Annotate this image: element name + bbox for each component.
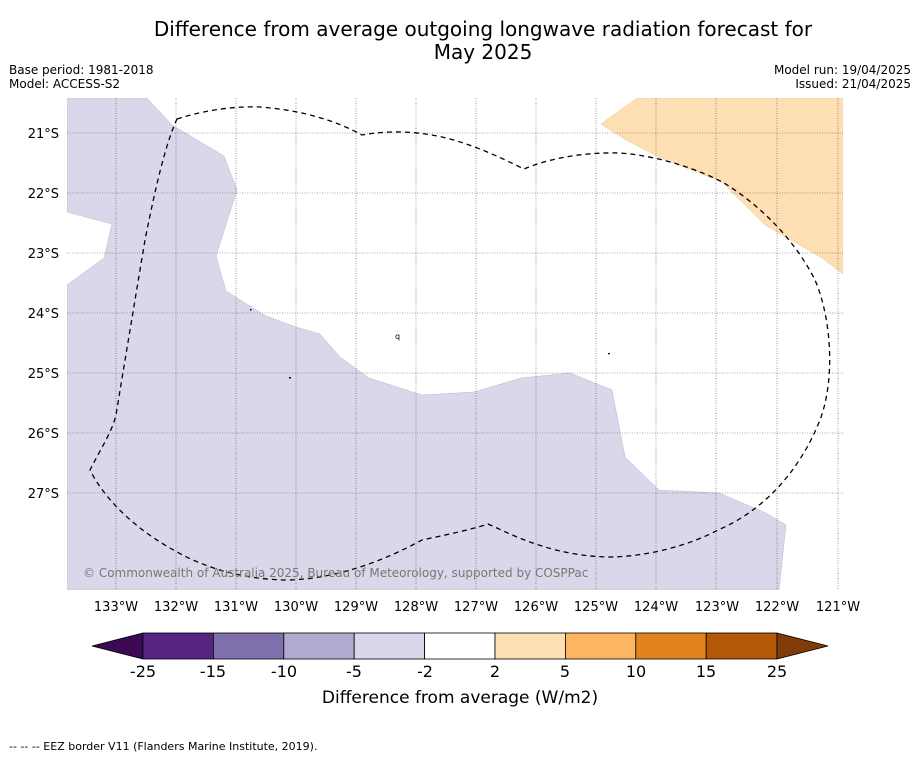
colorbar-segment [212,632,285,660]
colorbar-tick: -15 [200,662,226,681]
island-label: q [395,332,400,341]
copyright-text: © Commonwealth of Australia 2025, Bureau… [83,566,588,580]
colorbar-segment [635,632,707,660]
model-run: Model run: 19/04/2025 [773,63,911,77]
lon-tick-label: 122°W [755,600,799,615]
lat-tick-label: 26°S [28,427,59,442]
left-metadata: Base period: 1981-2018 Model: ACCESS-S2 [9,63,154,91]
title-line-2: May 2025 [433,40,533,64]
colorbar-segment [424,632,496,660]
colorbar-tick: -10 [271,662,297,681]
colorbar-tick-labels: -25 -15 -10 -5 -2 2 5 10 15 25 [130,662,787,681]
lat-tick-label: 23°S [28,247,59,262]
lon-tick-labels: 133°W 132°W 131°W 130°W 129°W 128°W 127°… [94,600,860,615]
lat-tick-label: 22°S [28,187,59,202]
lon-tick-label: 130°W [274,600,318,615]
colorbar-tick: 5 [560,662,570,681]
lon-tick-label: 127°W [454,600,498,615]
colorbar-tick: -5 [346,662,362,681]
colorbar-extend-low [91,632,144,660]
colorbar-segment [565,632,637,660]
colorbar-segment [705,632,778,660]
eez-border [89,106,831,581]
colorbar-label: Difference from average (W/m2) [322,688,598,708]
lat-tick-label: 24°S [28,307,59,322]
lat-gridlines [67,132,843,494]
lon-tick-label: 123°W [695,600,739,615]
colorbar-segment [353,632,426,660]
lon-tick-label: 131°W [214,600,258,615]
colorbar-extend-high [776,632,829,660]
colorbar [91,632,829,660]
map-title: Difference from average outgoing longwav… [60,18,906,64]
lon-tick-label: 129°W [334,600,378,615]
lon-tick-label: 132°W [154,600,198,615]
colorbar-tick: 10 [626,662,646,681]
lat-tick-label: 27°S [28,487,59,502]
colorbar-segment [283,632,355,660]
lon-tick-label: 121°W [816,600,860,615]
lon-tick-label: 125°W [574,600,618,615]
right-metadata: Model run: 19/04/2025 Issued: 21/04/2025 [774,63,911,91]
lon-tick-label: 126°W [514,600,558,615]
lat-tick-labels: 21°S 22°S 23°S 24°S 25°S 26°S 27°S [28,127,59,502]
footer-note: -- -- -- EEZ border V11 (Flanders Marine… [9,740,318,753]
lat-tick-label: 25°S [28,367,59,382]
colorbar-tick: 2 [490,662,500,681]
lat-tick-label: 21°S [28,127,59,142]
lon-gridlines [115,98,839,590]
colorbar-tick: -25 [130,662,156,681]
base-period: Base period: 1981-2018 [9,63,154,77]
colorbar-tick: 15 [696,662,716,681]
colorbar-tick: 25 [767,662,787,681]
anomaly-region-positive [600,98,843,275]
map-area: q © Commonwealth of Australia 2025, Bure… [67,98,843,590]
lon-tick-label: 128°W [394,600,438,615]
lon-tick-label: 133°W [94,600,138,615]
colorbar-segment [142,632,214,660]
anomaly-region-negative [67,98,787,590]
model-name: Model: ACCESS-S2 [9,77,121,91]
issued-date: Issued: 21/04/2025 [795,77,911,91]
island-markers [250,309,610,379]
colorbar-segment [494,632,566,660]
lon-tick-label: 124°W [634,600,678,615]
title-line-1: Difference from average outgoing longwav… [153,17,813,41]
colorbar-tick: -2 [417,662,433,681]
